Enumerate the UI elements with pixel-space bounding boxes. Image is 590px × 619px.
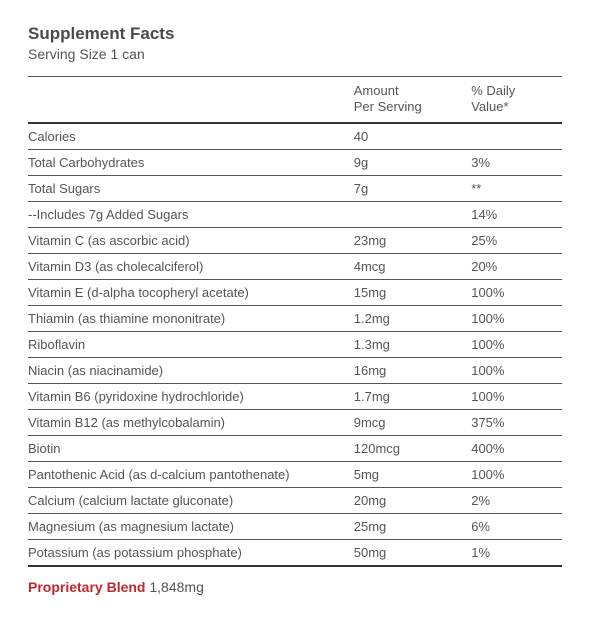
row-dv: 20% bbox=[471, 253, 562, 279]
table-row: Calcium (calcium lactate gluconate)20mg2… bbox=[28, 487, 562, 513]
row-name: Vitamin E (d-alpha tocopheryl acetate) bbox=[28, 279, 354, 305]
row-amount: 9mcg bbox=[354, 409, 471, 435]
table-row: Potassium (as potassium phosphate)50mg1% bbox=[28, 539, 562, 566]
header-amount: Amount Per Serving bbox=[354, 77, 471, 123]
blend-label: Proprietary Blend bbox=[28, 579, 145, 595]
header-dv-line2: Value* bbox=[471, 99, 508, 114]
row-name: Vitamin D3 (as cholecalciferol) bbox=[28, 253, 354, 279]
row-name: --Includes 7g Added Sugars bbox=[28, 201, 354, 227]
row-amount: 50mg bbox=[354, 539, 471, 566]
row-dv: 100% bbox=[471, 383, 562, 409]
row-name: Potassium (as potassium phosphate) bbox=[28, 539, 354, 566]
row-dv: 1% bbox=[471, 539, 562, 566]
row-amount: 7g bbox=[354, 175, 471, 201]
header-dv: % Daily Value* bbox=[471, 77, 562, 123]
row-name: Magnesium (as magnesium lactate) bbox=[28, 513, 354, 539]
table-row: Total Sugars7g** bbox=[28, 175, 562, 201]
table-row: Pantothenic Acid (as d-calcium pantothen… bbox=[28, 461, 562, 487]
serving-size: Serving Size 1 can bbox=[28, 46, 562, 62]
header-dv-line1: % Daily bbox=[471, 83, 515, 98]
row-name: Vitamin B12 (as methylcobalamin) bbox=[28, 409, 354, 435]
row-amount bbox=[354, 201, 471, 227]
row-name: Thiamin (as thiamine mononitrate) bbox=[28, 305, 354, 331]
row-amount: 23mg bbox=[354, 227, 471, 253]
row-dv: 3% bbox=[471, 149, 562, 175]
row-name: Niacin (as niacinamide) bbox=[28, 357, 354, 383]
table-row: Calories40 bbox=[28, 123, 562, 150]
row-amount: 9g bbox=[354, 149, 471, 175]
row-amount: 15mg bbox=[354, 279, 471, 305]
row-amount: 20mg bbox=[354, 487, 471, 513]
row-amount: 120mcg bbox=[354, 435, 471, 461]
row-dv: ** bbox=[471, 175, 562, 201]
table-row: Riboflavin1.3mg100% bbox=[28, 331, 562, 357]
row-dv: 14% bbox=[471, 201, 562, 227]
row-name: Total Sugars bbox=[28, 175, 354, 201]
table-row: Niacin (as niacinamide)16mg100% bbox=[28, 357, 562, 383]
header-name bbox=[28, 77, 354, 123]
panel-title: Supplement Facts bbox=[28, 24, 562, 44]
table-row: Vitamin E (d-alpha tocopheryl acetate)15… bbox=[28, 279, 562, 305]
row-name: Vitamin B6 (pyridoxine hydrochloride) bbox=[28, 383, 354, 409]
row-amount: 16mg bbox=[354, 357, 471, 383]
table-row: Vitamin B6 (pyridoxine hydrochloride)1.7… bbox=[28, 383, 562, 409]
row-name: Calcium (calcium lactate gluconate) bbox=[28, 487, 354, 513]
row-amount: 5mg bbox=[354, 461, 471, 487]
row-amount: 40 bbox=[354, 123, 471, 150]
facts-table: Amount Per Serving % Daily Value* Calori… bbox=[28, 76, 562, 567]
row-name: Total Carbohydrates bbox=[28, 149, 354, 175]
row-dv: 400% bbox=[471, 435, 562, 461]
header-amount-line2: Per Serving bbox=[354, 99, 422, 114]
row-amount: 4mcg bbox=[354, 253, 471, 279]
row-dv: 100% bbox=[471, 279, 562, 305]
row-name: Calories bbox=[28, 123, 354, 150]
header-amount-line1: Amount bbox=[354, 83, 399, 98]
row-name: Pantothenic Acid (as d-calcium pantothen… bbox=[28, 461, 354, 487]
row-dv: 100% bbox=[471, 357, 562, 383]
row-amount: 1.7mg bbox=[354, 383, 471, 409]
row-dv: 2% bbox=[471, 487, 562, 513]
table-row: Magnesium (as magnesium lactate)25mg6% bbox=[28, 513, 562, 539]
row-dv: 6% bbox=[471, 513, 562, 539]
table-row: --Includes 7g Added Sugars 14% bbox=[28, 201, 562, 227]
proprietary-blend: Proprietary Blend 1,848mg bbox=[28, 579, 562, 595]
row-dv: 375% bbox=[471, 409, 562, 435]
table-row: Thiamin (as thiamine mononitrate)1.2mg10… bbox=[28, 305, 562, 331]
row-dv bbox=[471, 123, 562, 150]
table-row: Total Carbohydrates9g3% bbox=[28, 149, 562, 175]
table-row: Biotin120mcg400% bbox=[28, 435, 562, 461]
row-amount: 25mg bbox=[354, 513, 471, 539]
row-dv: 100% bbox=[471, 305, 562, 331]
row-name: Riboflavin bbox=[28, 331, 354, 357]
table-row: Vitamin D3 (as cholecalciferol)4mcg20% bbox=[28, 253, 562, 279]
row-amount: 1.2mg bbox=[354, 305, 471, 331]
blend-amount: 1,848mg bbox=[149, 579, 203, 595]
row-name: Vitamin C (as ascorbic acid) bbox=[28, 227, 354, 253]
row-name: Biotin bbox=[28, 435, 354, 461]
table-row: Vitamin C (as ascorbic acid)23mg25% bbox=[28, 227, 562, 253]
table-row: Vitamin B12 (as methylcobalamin)9mcg375% bbox=[28, 409, 562, 435]
row-amount: 1.3mg bbox=[354, 331, 471, 357]
row-dv: 100% bbox=[471, 331, 562, 357]
row-dv: 25% bbox=[471, 227, 562, 253]
row-dv: 100% bbox=[471, 461, 562, 487]
